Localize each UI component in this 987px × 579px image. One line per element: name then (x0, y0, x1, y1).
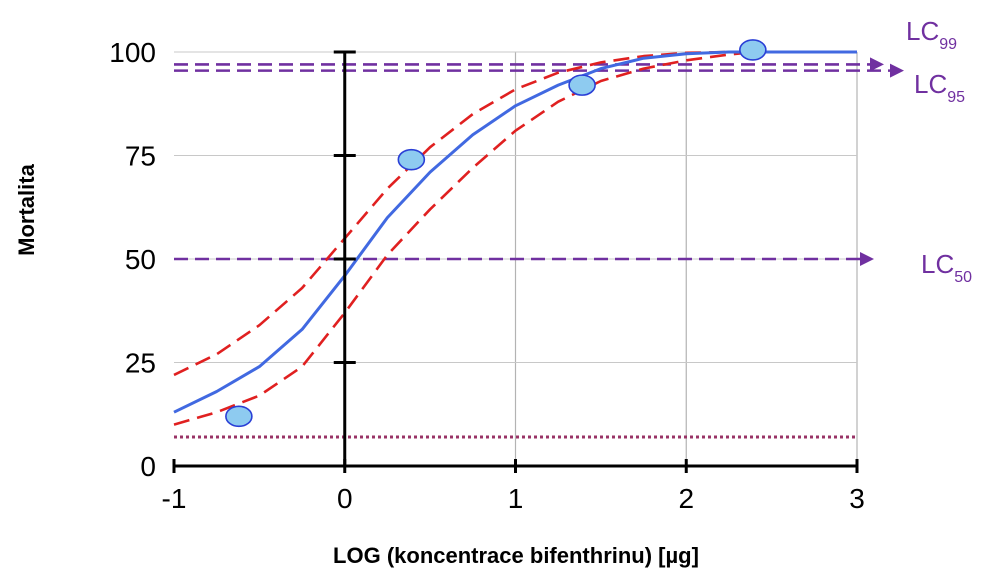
x-tick-label: 0 (337, 483, 353, 514)
observed-point (739, 39, 767, 61)
y-tick-label: 75 (125, 141, 156, 172)
series (173, 50, 857, 426)
lc95-label: LC95 (914, 69, 965, 106)
y-axis-title: Mortalita (14, 163, 39, 255)
lc95-arrowhead (890, 63, 904, 78)
x-tick-label: 3 (849, 483, 865, 514)
x-tick-label: 2 (678, 483, 694, 514)
observed-point (397, 148, 426, 171)
lower-confidence-curve (173, 50, 755, 426)
lc50-arrowhead (860, 252, 874, 266)
x-tick-label: -1 (162, 483, 187, 514)
lc99-arrowhead (870, 57, 884, 72)
upper-confidence-curve (173, 50, 755, 377)
y-tick-label: 0 (140, 451, 156, 482)
observed-point (225, 405, 253, 428)
fitted-curve (173, 50, 857, 414)
reference-lines (174, 57, 904, 439)
observed-point (568, 74, 596, 96)
lc50-label: LC50 (921, 249, 972, 286)
y-tick-label: 50 (125, 244, 156, 275)
points (225, 39, 767, 428)
x-axis-title: LOG (koncentrace bifenthrinu) [µg] (333, 543, 699, 568)
y-tick-label: 100 (109, 37, 156, 68)
lc99-label: LC99 (906, 16, 957, 53)
x-tick-label: 1 (508, 483, 524, 514)
y-tick-label: 25 (125, 348, 156, 379)
lc-labels: LC99 LC95 LC50 (906, 16, 972, 286)
